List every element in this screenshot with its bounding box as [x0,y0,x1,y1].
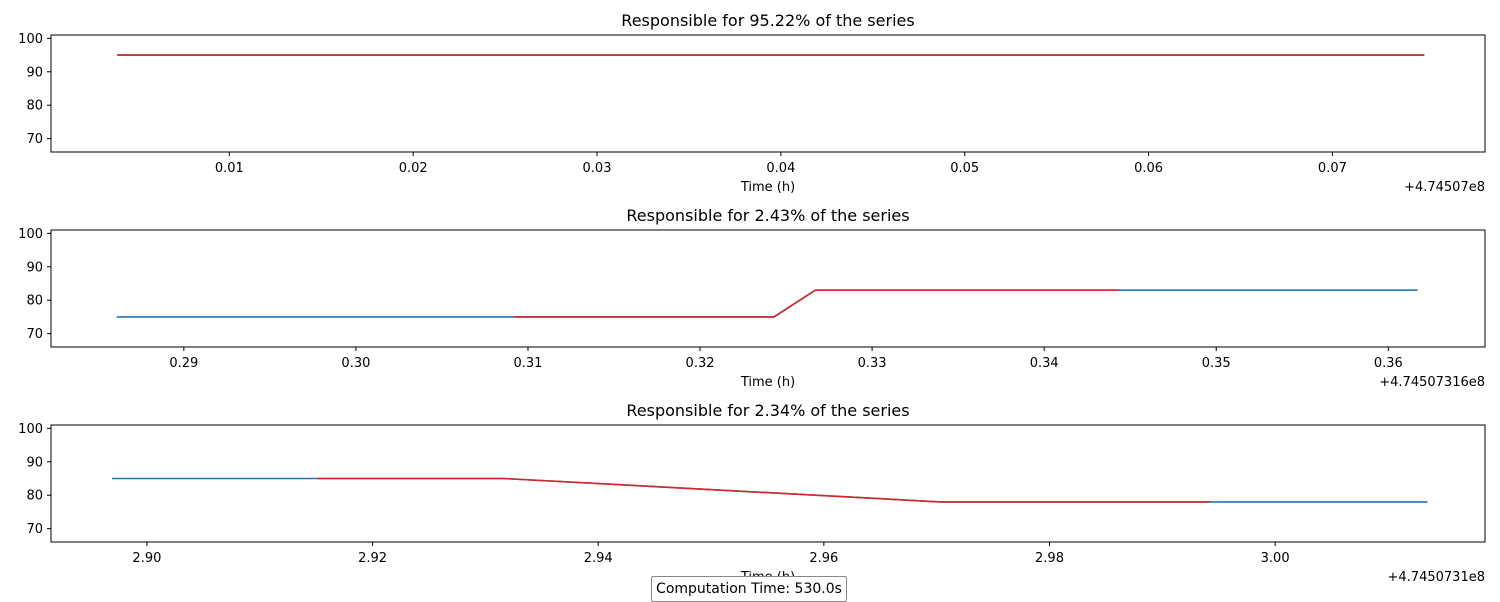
y-tick-label: 80 [26,489,43,504]
x-tick-label: 0.04 [766,161,795,176]
x-axis-label: Time (h) [740,180,795,195]
x-tick-label: 0.03 [583,161,612,176]
x-tick-label: 0.32 [686,356,715,371]
x-tick-label: 0.06 [1134,161,1163,176]
series-line-2 [514,289,1119,318]
axes-frame [50,34,1486,153]
y-tick-label: 70 [26,132,43,147]
subplot-3: Responsible for 2.34% of the series 2.90 2… [18,401,1486,585]
y-tick-label: 100 [18,32,43,47]
axes-frame [50,229,1486,348]
series-line-1 [111,477,1428,503]
x-tick-label: 2.92 [358,551,387,566]
x-tick-label: 0.34 [1030,356,1059,371]
x-tick-label: 0.07 [1318,161,1347,176]
x-tick-label: 0.01 [215,161,244,176]
x-tick-label: 2.90 [132,551,161,566]
y-tick-label: 70 [26,327,43,342]
x-tick-label: 0.29 [169,356,198,371]
subplot-title: Responsible for 95.22% of the series [621,11,914,30]
series-line-1 [116,289,1418,318]
y-tick-label: 70 [26,522,43,537]
x-tick-label: 0.05 [950,161,979,176]
x-tick-label: 0.30 [341,356,370,371]
y-tick-label: 90 [26,65,43,80]
computation-time-box: Computation Time: 530.0s [651,576,847,602]
y-tick-label: 80 [26,99,43,114]
x-tick-label: 2.96 [809,551,838,566]
y-tick-label: 90 [26,260,43,275]
y-tick-label: 100 [18,422,43,437]
subplot-title: Responsible for 2.34% of the series [626,401,909,420]
x-tick-label: 3.00 [1261,551,1290,566]
x-tick-label: 0.31 [513,356,542,371]
x-offset-label: +4.7450731e8 [1388,570,1485,585]
x-tick-label: 0.02 [399,161,428,176]
x-tick-label: 0.35 [1202,356,1231,371]
x-tick-label: 0.36 [1374,356,1403,371]
y-tick-label: 90 [26,455,43,470]
x-offset-label: +4.74507e8 [1404,180,1485,195]
y-tick-label: 100 [18,227,43,242]
x-tick-label: 2.94 [584,551,613,566]
y-tick-label: 80 [26,294,43,309]
x-axis-label: Time (h) [740,375,795,390]
subplot-2: Responsible for 2.43% of the series 0.29 0… [18,206,1486,390]
axes-frame [50,424,1486,543]
subplot-title: Responsible for 2.43% of the series [626,206,909,225]
x-offset-label: +4.74507316e8 [1379,375,1485,390]
subplot-1: Responsible for 95.22% of the series 0.01… [18,11,1486,195]
x-tick-label: 2.98 [1035,551,1064,566]
x-tick-label: 0.33 [858,356,887,371]
series-line-2 [317,477,1210,503]
